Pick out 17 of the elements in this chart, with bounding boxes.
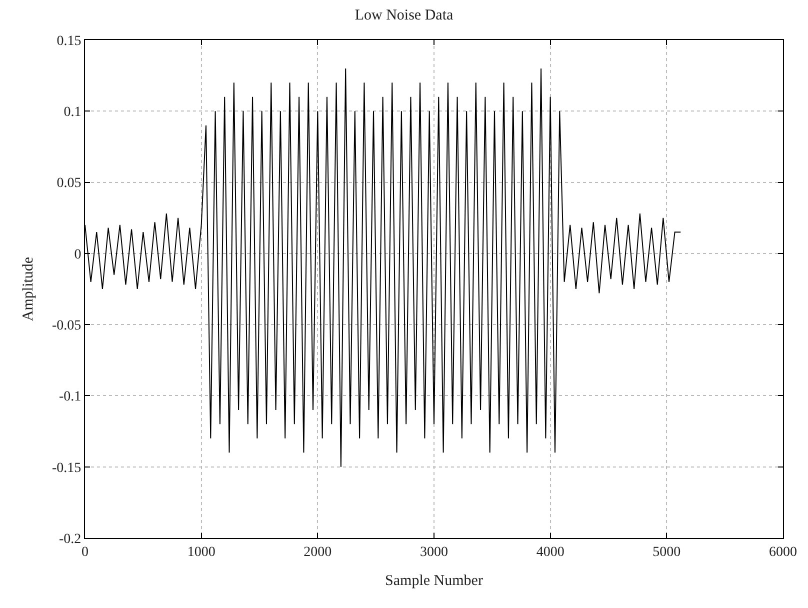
chart-title: Low Noise Data xyxy=(354,8,454,24)
y-tick-label: -0.05 xyxy=(52,318,82,334)
x-tick-label: 3000 xyxy=(420,544,448,560)
y-tick-label: -0.15 xyxy=(52,460,82,476)
y-tick-label: -0.1 xyxy=(59,390,82,405)
x-tick-label: 5000 xyxy=(652,544,681,560)
y-tick-label: 0 xyxy=(74,247,82,262)
y-tick-label: -0.2 xyxy=(59,532,82,547)
x-axis-title: Sample Number xyxy=(385,572,483,589)
y-tick-label: 0.05 xyxy=(56,176,82,192)
x-tick-label: 4000 xyxy=(536,544,564,560)
x-tick-label: 6000 xyxy=(769,544,797,560)
y-tick-label: 0.15 xyxy=(56,34,82,49)
y-tick-label: 0.1 xyxy=(64,105,82,120)
y-axis-title: Amplitude xyxy=(20,256,36,322)
x-tick-label: 1000 xyxy=(187,544,216,560)
x-tick-label: 2000 xyxy=(304,544,332,560)
